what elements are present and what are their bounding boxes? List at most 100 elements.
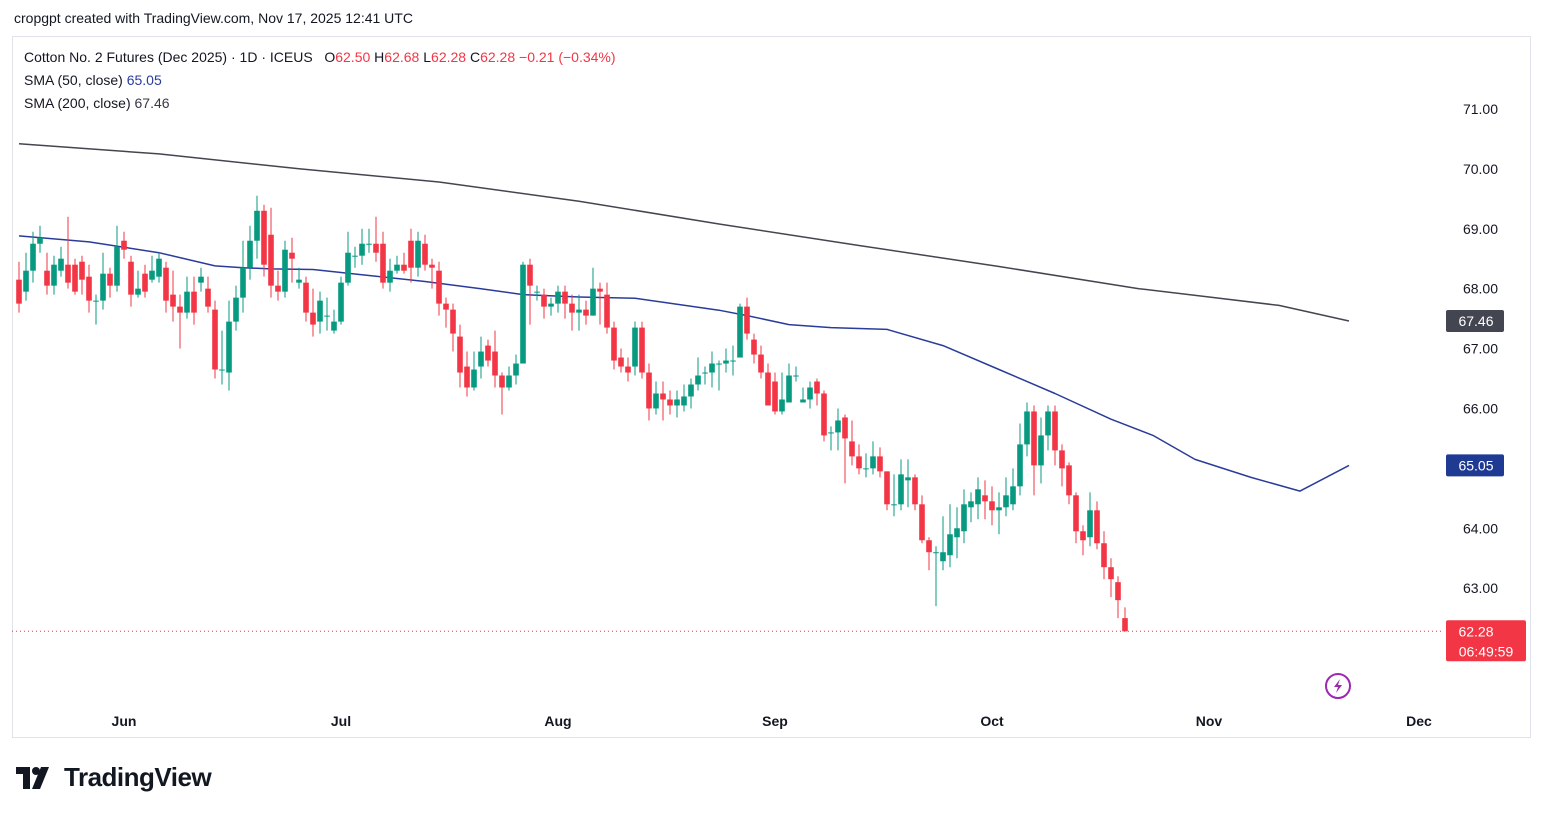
candle-up — [807, 381, 813, 409]
candle-body — [681, 396, 687, 406]
chart-caption: cropgpt created with TradingView.com, No… — [14, 10, 413, 26]
candle-body — [1094, 510, 1100, 544]
candle-body — [618, 357, 624, 367]
candle-body — [450, 309, 456, 334]
candle-body — [338, 282, 344, 322]
candle-up — [247, 225, 253, 280]
candle-up — [30, 231, 36, 283]
candle-body — [275, 285, 281, 292]
candle-down — [1108, 558, 1114, 598]
candle-up — [779, 372, 785, 415]
candle-body — [905, 477, 911, 481]
candle-down — [443, 297, 449, 328]
candle-body — [303, 282, 309, 313]
candle-body — [653, 393, 659, 409]
candle-body — [324, 315, 330, 317]
candle-body — [422, 243, 428, 265]
candle-body — [331, 321, 337, 331]
x-tick-label: Sep — [762, 713, 788, 729]
candle-body — [233, 297, 239, 322]
candle-body — [51, 264, 57, 286]
candle-up — [800, 387, 806, 403]
candle-body — [1115, 582, 1121, 601]
candle-up — [415, 231, 421, 277]
instrument-title[interactable]: Cotton No. 2 Futures (Dec 2025) · 1D · I… — [24, 49, 313, 65]
candle-down — [401, 252, 407, 274]
candle-up — [37, 225, 43, 253]
candle-down — [177, 294, 183, 349]
candle-body — [198, 276, 204, 283]
candle-body — [289, 252, 295, 259]
candle-body — [709, 363, 715, 373]
candle-body — [149, 270, 155, 280]
candle-body — [1066, 465, 1072, 496]
candle-up — [674, 390, 680, 418]
candle-body — [912, 477, 918, 505]
x-tick-label: Nov — [1196, 713, 1223, 729]
candle-body — [268, 234, 274, 286]
sma50-badge: 65.05 — [1446, 454, 1504, 477]
candle-body — [1003, 495, 1009, 508]
svg-text:65.05: 65.05 — [1458, 457, 1493, 473]
candle-body — [716, 363, 722, 365]
candle-down — [86, 264, 92, 313]
candle-body — [401, 264, 407, 271]
sma200-legend-row[interactable]: SMA (200, close) 67.46 — [24, 92, 616, 115]
candle-down — [275, 270, 281, 301]
candle-up — [359, 228, 365, 265]
candle-body — [849, 441, 855, 457]
chart-frame — [12, 36, 1531, 738]
candle-body — [37, 237, 43, 244]
candle-body — [72, 264, 78, 292]
x-tick-label: Jun — [112, 713, 137, 729]
candle-body — [16, 279, 22, 304]
candle-body — [1059, 450, 1065, 469]
candle-body — [478, 351, 484, 367]
candle-body — [695, 375, 701, 385]
candle-body — [100, 273, 106, 301]
candle-body — [821, 393, 827, 436]
sma200-label: SMA (200, close) — [24, 95, 131, 111]
candle-up — [590, 267, 596, 316]
x-tick-label: Oct — [980, 713, 1004, 729]
high-value: 62.68 — [384, 49, 420, 65]
candle-down — [527, 258, 533, 325]
candle-down — [429, 258, 435, 289]
y-tick-label: 69.00 — [1463, 221, 1498, 237]
candle-body — [786, 375, 792, 403]
candle-body — [261, 210, 267, 265]
candle-down — [877, 447, 883, 478]
candle-up — [338, 276, 344, 325]
candle-body — [513, 363, 519, 376]
candle-body — [828, 432, 834, 434]
candle-body — [800, 399, 806, 403]
price-chart[interactable]: 63.0064.0065.0066.0067.0068.0069.0070.00… — [12, 36, 1531, 738]
close-value: 62.28 — [480, 49, 516, 65]
sma50-legend-row[interactable]: SMA (50, close) 65.05 — [24, 69, 616, 92]
candle-down — [646, 363, 652, 421]
lightning-icon[interactable] — [1325, 673, 1351, 699]
candle-body — [814, 381, 820, 394]
candle-up — [394, 255, 400, 274]
candle-down — [408, 228, 414, 283]
candle-body — [366, 243, 372, 245]
low-value: 62.28 — [431, 49, 467, 65]
candle-up — [254, 195, 260, 259]
candle-down — [1115, 576, 1121, 619]
candle-body — [520, 264, 526, 364]
candle-down — [625, 357, 631, 382]
candle-body — [506, 375, 512, 388]
candle-body — [968, 501, 974, 508]
tradingview-logo[interactable]: TradingView — [16, 762, 212, 793]
candle-body — [975, 489, 981, 505]
candle-body — [23, 270, 29, 292]
candle-down — [611, 321, 617, 370]
candle-body — [415, 240, 421, 268]
candle-down — [485, 339, 491, 367]
candle-body — [772, 381, 778, 412]
candle-body — [807, 387, 813, 400]
candle-body — [632, 327, 638, 367]
candle-body — [254, 210, 260, 241]
x-tick-label: Jul — [331, 713, 351, 729]
y-tick-label: 68.00 — [1463, 281, 1498, 297]
